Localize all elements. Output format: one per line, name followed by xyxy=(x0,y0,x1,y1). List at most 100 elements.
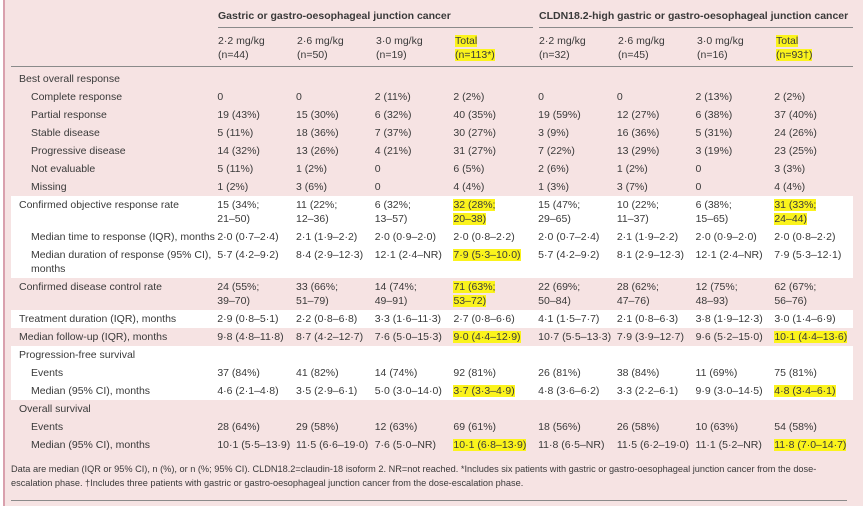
cell-value: 11·5 (6·6–19·0) xyxy=(296,439,369,451)
cell-value: 30 (27%) xyxy=(453,127,497,139)
cell-value: 6 (32%) xyxy=(374,109,412,121)
cell-value: 69 (61%) xyxy=(453,421,497,433)
cell-value: 7·9 (3·9–12·7) xyxy=(616,331,684,343)
cell-value: 12 (75%; 48–93) xyxy=(695,281,738,307)
table-cell xyxy=(538,72,617,86)
table-cell: 6 (38%) xyxy=(696,108,775,122)
cell-value: 13 (29%) xyxy=(616,145,660,157)
cell-value: 2 (2%) xyxy=(774,91,806,103)
cell-value: 0 xyxy=(374,181,381,193)
table-cell: 0 xyxy=(696,162,775,176)
table-cell: 2 (2%) xyxy=(453,90,532,104)
table-cell xyxy=(375,348,454,362)
table-cell: 8·1 (2·9–12·3) xyxy=(617,248,696,276)
table-cell: 12 (75%; 48–93) xyxy=(696,280,775,308)
cell-value: 2·0 (0·9–2·0) xyxy=(374,231,436,243)
table-cell: 0 xyxy=(296,90,375,104)
table-cell: 11·5 (6·6–19·0) xyxy=(296,438,375,452)
cell-value: 6 (5%) xyxy=(453,163,485,175)
cell-value: 31 (33%; 24–44) xyxy=(774,199,817,225)
cell-value: 2·1 (1·9–2·2) xyxy=(616,231,679,243)
cell-value: 4 (21%) xyxy=(374,145,412,157)
table-row: Best overall response xyxy=(11,70,853,88)
table-cell: 5 (11%) xyxy=(217,162,296,176)
table-cell: 10 (22%; 11–37) xyxy=(617,198,696,226)
cell-value: 11 (22%; 12–36) xyxy=(296,199,338,225)
row-label: Median (95% CI), months xyxy=(31,385,151,397)
column-header-label: 2·2 mg/kg (n=44) xyxy=(218,35,265,61)
cell-value: 3·0 (1·4–6·9) xyxy=(774,313,836,325)
table-cell: 3·8 (1·9–12·3) xyxy=(696,312,775,326)
cell-value: 3 (9%) xyxy=(538,127,570,139)
table-cell: 2·2 (0·8–6·8) xyxy=(296,312,375,326)
table-cell: 15 (30%) xyxy=(296,108,375,122)
row-label: Stable disease xyxy=(31,127,100,139)
table-cell: 40 (35%) xyxy=(453,108,532,122)
cell-value: 5·0 (3·0–14·0) xyxy=(374,385,442,397)
table-cell: 2·1 (1·9–2·2) xyxy=(617,230,696,244)
cell-value: 6 (38%; 15–65) xyxy=(695,199,732,225)
table-cell: 3·0 (1·4–6·9) xyxy=(774,312,853,326)
row-label: Median duration of response (95% CI), mo… xyxy=(31,249,212,275)
table-cell: 1 (2%) xyxy=(617,162,696,176)
row-label: Median follow-up (IQR), months xyxy=(19,331,168,343)
cell-value: 12·1 (2·4–NR) xyxy=(374,249,442,261)
table-cell xyxy=(296,72,375,86)
table-cell: 37 (84%) xyxy=(217,366,296,380)
column-header: 2·2 mg/kg (n=44) xyxy=(218,34,265,62)
table-cell: 2·1 (1·9–2·2) xyxy=(296,230,375,244)
cell-value: 2·0 (0·8–2·2) xyxy=(774,231,836,243)
cell-value: 11 (69%) xyxy=(695,367,738,379)
cell-value: 1 (2%) xyxy=(296,163,327,175)
table-cell: 2·7 (0·8–6·6) xyxy=(453,312,532,326)
table-cell: 3 (3%) xyxy=(774,162,853,176)
table-row: Missing 1 (2%) 3 (6%) 0 4 (4%) 1 (3%) 3 (7%) 0 4… xyxy=(11,178,853,196)
cell-value: 5·7 (4·2–9·2) xyxy=(217,249,279,261)
cell-value: 11·8 (6·5–NR) xyxy=(538,439,605,451)
table-cell: 0 xyxy=(375,162,454,176)
cell-value: 62 (67%; 56–76) xyxy=(774,281,817,307)
table-cell: 26 (58%) xyxy=(617,420,696,434)
table-row: Median (95% CI), months 4·6 (2·1–4·8) 3·5 … xyxy=(11,382,853,400)
group-header-all: Gastric or gastro-oesophageal junction c… xyxy=(218,10,533,28)
table-cell: 11·8 (7·0–14·7) xyxy=(774,438,853,452)
table-cell xyxy=(538,402,617,416)
column-header: 2·6 mg/kg (n=45) xyxy=(618,34,665,62)
table-cell: 0 xyxy=(217,90,296,104)
cell-value: 28 (64%) xyxy=(217,421,260,433)
cell-value: 15 (47%; 29–65) xyxy=(538,199,581,225)
row-label: Overall survival xyxy=(19,403,91,415)
cell-value: 11·8 (7·0–14·7) xyxy=(774,439,847,451)
cell-value: 0 xyxy=(695,181,702,193)
cell-value: 3·3 (2·2–6·1) xyxy=(616,385,679,397)
table-cell: 4·8 (3·6–6·2) xyxy=(538,384,617,398)
table-cell xyxy=(453,72,532,86)
cell-value: 2·7 (0·8–6·6) xyxy=(453,313,515,325)
table-cell: 7 (22%) xyxy=(538,144,617,158)
header-rule xyxy=(11,66,853,67)
cell-value: 92 (81%) xyxy=(453,367,497,379)
table-row: Events 37 (84%) 41 (82%) 14 (74%) 92 (81%) 26… xyxy=(11,364,853,382)
cell-value: 11·5 (6·2–19·0) xyxy=(616,439,690,451)
cell-value: 15 (30%) xyxy=(296,109,339,121)
table-cell: 5·7 (4·2–9·2) xyxy=(217,248,296,276)
row-label: Confirmed disease control rate xyxy=(19,281,162,293)
table-cell: 2·0 (0·7–2·4) xyxy=(217,230,296,244)
cell-value: 22 (69%; 50–84) xyxy=(538,281,581,307)
row-label: Confirmed objective response rate xyxy=(19,199,179,211)
cell-value: 3 (6%) xyxy=(296,181,327,193)
table-cell: 2·9 (0·8–5·1) xyxy=(217,312,296,326)
table-cell: 2 (2%) xyxy=(774,90,853,104)
table-cell: 1 (2%) xyxy=(296,162,375,176)
row-label: Progression-free survival xyxy=(19,349,136,361)
table-cell: 15 (47%; 29–65) xyxy=(538,198,617,226)
cell-value: 0 xyxy=(538,91,544,103)
table-cell: 0 xyxy=(538,90,617,104)
cell-value: 19 (59%) xyxy=(538,109,581,121)
table-cell: 18 (56%) xyxy=(538,420,617,434)
table-cell: 2·0 (0·8–2·2) xyxy=(453,230,532,244)
table-cell xyxy=(296,348,375,362)
table-cell: 7·9 (5·3–10·0) xyxy=(453,248,532,276)
cell-value: 8·1 (2·9–12·3) xyxy=(616,249,684,261)
cell-value: 14 (32%) xyxy=(217,145,260,157)
